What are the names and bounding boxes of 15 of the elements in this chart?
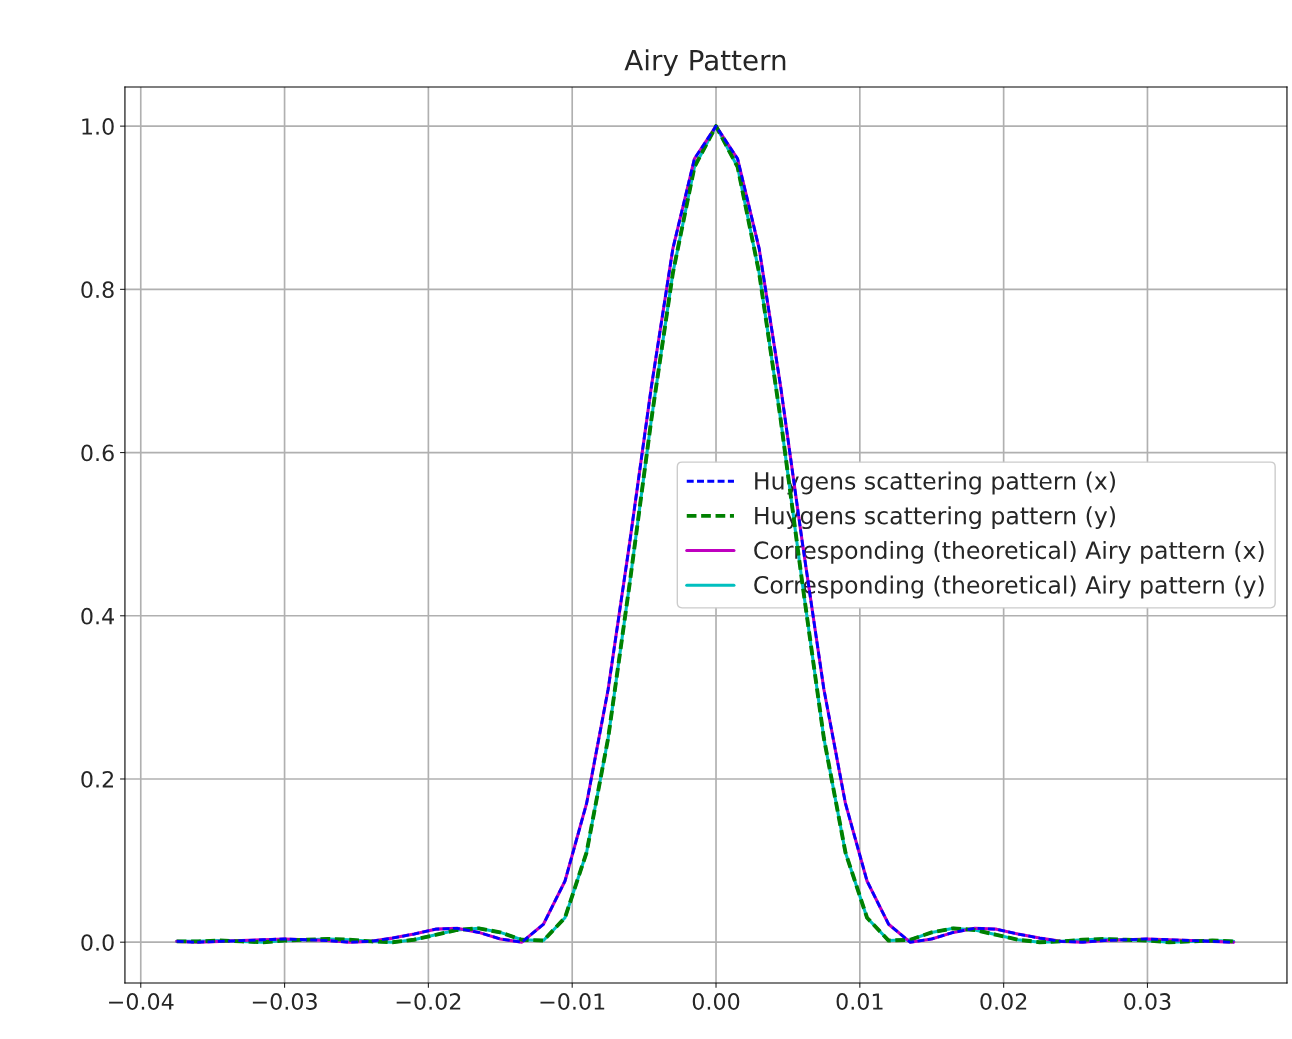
x-tick-label: −0.03 — [252, 993, 317, 1010]
x-tick-label: 0.00 — [692, 993, 740, 1010]
y-tick-label: 0.4 — [81, 607, 114, 625]
y-tick-label: 0.8 — [81, 281, 114, 299]
chart-title: Airy Pattern — [624, 49, 786, 77]
x-tick-label: −0.01 — [540, 993, 605, 1010]
y-tick-label: 0.6 — [81, 444, 114, 462]
y-tick-label: 0.0 — [81, 934, 114, 951]
x-tick-label: −0.02 — [396, 993, 461, 1010]
x-tick-label: 0.03 — [1124, 993, 1171, 1010]
y-tick-label: 1.0 — [82, 118, 114, 135]
x-tick-label: 0.01 — [836, 993, 883, 1010]
x-tick-label: −0.04 — [109, 993, 174, 1010]
y-tick-label: 0.2 — [81, 770, 113, 788]
x-tick-label: 0.02 — [980, 993, 1027, 1010]
